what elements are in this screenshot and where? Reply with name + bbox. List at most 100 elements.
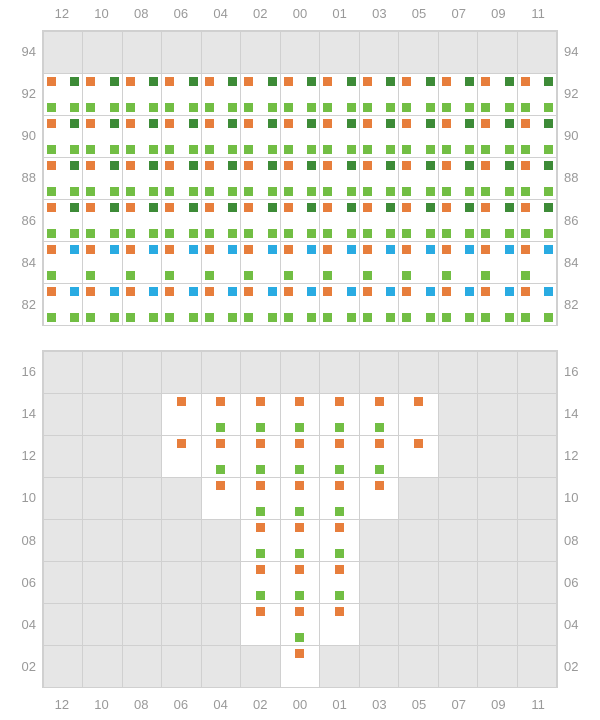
glyph-orange — [402, 203, 411, 212]
cell-empty — [438, 561, 479, 604]
glyph-blue — [110, 245, 119, 254]
cell-filled — [319, 73, 360, 116]
glyph-orange — [256, 481, 265, 490]
glyph-lightgreen — [126, 103, 135, 112]
glyph-darkgreen — [505, 203, 514, 212]
cell-filled — [122, 283, 163, 326]
cell-filled — [201, 241, 242, 284]
cell-filled — [240, 477, 281, 520]
cell-filled — [319, 199, 360, 242]
glyph-lightgreen — [402, 145, 411, 154]
glyph-orange — [284, 203, 293, 212]
cell-empty — [438, 435, 479, 478]
cell-filled — [359, 73, 400, 116]
glyph-lightgreen — [228, 103, 237, 112]
y-tick: 02 — [560, 646, 596, 688]
glyph-orange — [47, 119, 56, 128]
glyph-lightgreen — [426, 229, 435, 238]
cell-empty — [43, 435, 84, 478]
glyph-lightgreen — [426, 103, 435, 112]
glyph-orange — [402, 77, 411, 86]
cell-filled — [82, 157, 123, 200]
glyph-lightgreen — [295, 423, 304, 432]
cell-empty — [517, 435, 558, 478]
cell-empty — [319, 645, 360, 688]
glyph-orange — [86, 203, 95, 212]
glyph-lightgreen — [126, 187, 135, 196]
cell-filled — [477, 157, 518, 200]
y-tick-label: 02 — [564, 659, 578, 674]
glyph-orange — [165, 119, 174, 128]
glyph-lightgreen — [126, 271, 135, 280]
glyph-lightgreen — [165, 145, 174, 154]
glyph-orange — [323, 203, 332, 212]
cell-empty — [438, 393, 479, 436]
cell-empty — [43, 645, 84, 688]
y-tick: 92 — [4, 72, 40, 114]
x-tick: 01 — [320, 6, 360, 21]
y-tick: 88 — [560, 157, 596, 199]
glyph-darkgreen — [149, 77, 158, 86]
glyph-lightgreen — [244, 271, 253, 280]
cell-empty — [122, 561, 163, 604]
y-tick: 14 — [4, 392, 40, 434]
glyph-lightgreen — [544, 103, 553, 112]
cell-filled — [122, 73, 163, 116]
glyph-lightgreen — [402, 313, 411, 322]
glyph-blue — [307, 245, 316, 254]
glyph-lightgreen — [544, 145, 553, 154]
glyph-orange — [363, 287, 372, 296]
glyph-blue — [189, 245, 198, 254]
cell-filled — [319, 283, 360, 326]
x-tick: 02 — [240, 697, 280, 712]
glyph-orange — [521, 77, 530, 86]
y-tick-label: 90 — [22, 128, 36, 143]
glyph-orange — [165, 161, 174, 170]
glyph-lightgreen — [521, 187, 530, 196]
y-tick: 16 — [4, 350, 40, 392]
glyph-orange — [295, 565, 304, 574]
glyph-darkgreen — [228, 77, 237, 86]
glyph-lightgreen — [126, 229, 135, 238]
glyph-orange — [521, 119, 530, 128]
y-tick-label: 08 — [22, 533, 36, 548]
glyph-lightgreen — [386, 313, 395, 322]
glyph-darkgreen — [544, 77, 553, 86]
glyph-darkgreen — [189, 119, 198, 128]
glyph-lightgreen — [165, 271, 174, 280]
cell-empty — [398, 31, 439, 74]
glyph-orange — [256, 397, 265, 406]
y-tick: 06 — [4, 561, 40, 603]
glyph-lightgreen — [505, 313, 514, 322]
glyph-darkgreen — [189, 203, 198, 212]
x-tick: 01 — [320, 697, 360, 712]
y-tick: 10 — [560, 477, 596, 519]
glyph-darkgreen — [268, 203, 277, 212]
cell-empty — [477, 477, 518, 520]
glyph-lightgreen — [86, 145, 95, 154]
cell-filled — [240, 115, 281, 158]
glyph-blue — [347, 245, 356, 254]
glyph-orange — [244, 161, 253, 170]
cell-filled — [280, 241, 321, 284]
x-tick: 03 — [360, 697, 400, 712]
x-tick: 12 — [42, 6, 82, 21]
glyph-darkgreen — [70, 161, 79, 170]
glyph-lightgreen — [149, 313, 158, 322]
glyph-lightgreen — [426, 145, 435, 154]
cell-filled — [122, 157, 163, 200]
cell-filled — [240, 157, 281, 200]
grid — [42, 350, 558, 688]
glyph-lightgreen — [307, 187, 316, 196]
glyph-lightgreen — [307, 313, 316, 322]
cell-filled — [161, 283, 202, 326]
y-tick: 84 — [560, 241, 596, 283]
glyph-orange — [375, 439, 384, 448]
glyph-orange — [402, 161, 411, 170]
glyph-darkgreen — [465, 77, 474, 86]
glyph-orange — [375, 397, 384, 406]
cell-empty — [398, 477, 439, 520]
glyph-darkgreen — [307, 161, 316, 170]
cell-empty — [161, 31, 202, 74]
cell-empty — [359, 31, 400, 74]
